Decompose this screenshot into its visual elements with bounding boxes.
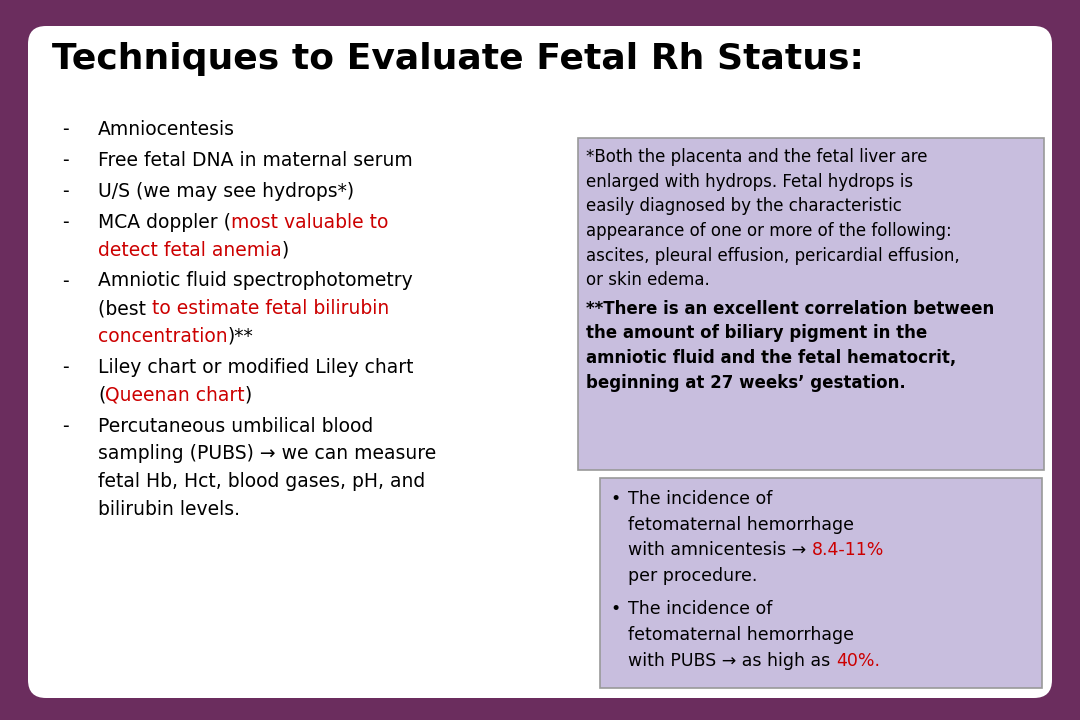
Text: appearance of one or more of the following:: appearance of one or more of the followi… (586, 222, 951, 240)
FancyBboxPatch shape (28, 26, 1052, 698)
Text: detect fetal anemia: detect fetal anemia (98, 240, 282, 260)
Text: -: - (62, 151, 69, 170)
Text: with amnicentesis →: with amnicentesis → (627, 541, 812, 559)
Text: •: • (610, 490, 620, 508)
Text: to estimate fetal bilirubin: to estimate fetal bilirubin (152, 300, 389, 318)
Text: -: - (62, 271, 69, 290)
Text: •: • (610, 600, 620, 618)
Text: or skin edema.: or skin edema. (586, 271, 710, 289)
Text: (best: (best (98, 300, 152, 318)
Text: sampling (PUBS) → we can measure: sampling (PUBS) → we can measure (98, 444, 436, 464)
Text: fetal Hb, Hct, blood gases, pH, and: fetal Hb, Hct, blood gases, pH, and (98, 472, 426, 491)
Text: bilirubin levels.: bilirubin levels. (98, 500, 240, 519)
Text: U/S (we may see hydrops*): U/S (we may see hydrops*) (98, 182, 354, 201)
Text: Liley chart or modified Liley chart: Liley chart or modified Liley chart (98, 358, 414, 377)
Text: easily diagnosed by the characteristic: easily diagnosed by the characteristic (586, 197, 902, 215)
Text: most valuable to: most valuable to (231, 213, 389, 232)
Text: )**: )** (228, 327, 254, 346)
Text: ): ) (282, 240, 289, 260)
Text: fetomaternal hemorrhage: fetomaternal hemorrhage (627, 516, 854, 534)
Text: with PUBS → as high as: with PUBS → as high as (627, 652, 836, 670)
Text: *Both the placenta and the fetal liver are: *Both the placenta and the fetal liver a… (586, 148, 928, 166)
Text: beginning at 27 weeks’ gestation.: beginning at 27 weeks’ gestation. (586, 374, 906, 392)
Text: -: - (62, 358, 69, 377)
Text: Percutaneous umbilical blood: Percutaneous umbilical blood (98, 417, 374, 436)
Text: Free fetal DNA in maternal serum: Free fetal DNA in maternal serum (98, 151, 413, 170)
Text: Amniocentesis: Amniocentesis (98, 120, 235, 139)
Text: concentration: concentration (98, 327, 228, 346)
Text: Amniotic fluid spectrophotometry: Amniotic fluid spectrophotometry (98, 271, 413, 290)
Text: fetomaternal hemorrhage: fetomaternal hemorrhage (627, 626, 854, 644)
Text: per procedure.: per procedure. (627, 567, 757, 585)
Text: amniotic fluid and the fetal hematocrit,: amniotic fluid and the fetal hematocrit, (586, 349, 956, 367)
Text: The incidence of: The incidence of (627, 490, 772, 508)
FancyBboxPatch shape (578, 138, 1044, 470)
Text: **There is an excellent correlation between: **There is an excellent correlation betw… (586, 300, 995, 318)
Text: Techniques to Evaluate Fetal Rh Status:: Techniques to Evaluate Fetal Rh Status: (52, 42, 864, 76)
Text: -: - (62, 417, 69, 436)
Text: -: - (62, 120, 69, 139)
Text: (: ( (98, 386, 106, 405)
Text: ascites, pleural effusion, pericardial effusion,: ascites, pleural effusion, pericardial e… (586, 247, 960, 265)
Text: the amount of biliary pigment in the: the amount of biliary pigment in the (586, 325, 928, 343)
Text: -: - (62, 213, 69, 232)
FancyBboxPatch shape (600, 478, 1042, 688)
Text: MCA doppler (: MCA doppler ( (98, 213, 231, 232)
Text: enlarged with hydrops. Fetal hydrops is: enlarged with hydrops. Fetal hydrops is (586, 173, 913, 191)
Text: 40%.: 40%. (836, 652, 880, 670)
Text: ): ) (245, 386, 253, 405)
Text: The incidence of: The incidence of (627, 600, 772, 618)
Text: 8.4-11%: 8.4-11% (812, 541, 885, 559)
Text: -: - (62, 182, 69, 201)
Text: Queenan chart: Queenan chart (106, 386, 245, 405)
